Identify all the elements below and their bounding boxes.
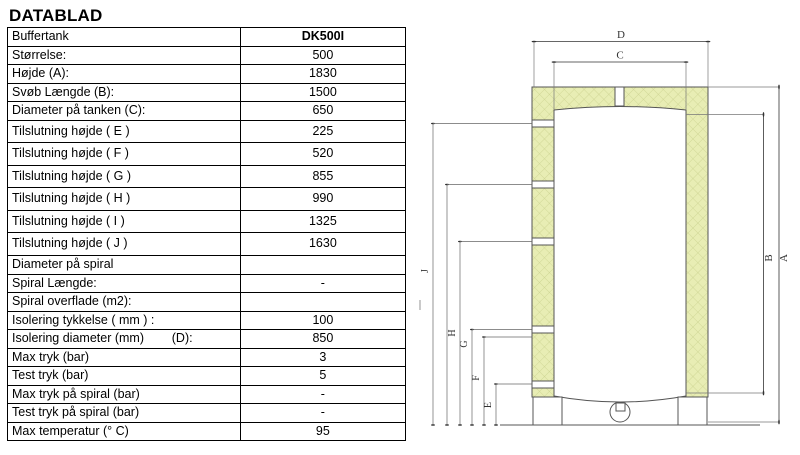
svg-text:D: D <box>617 29 625 41</box>
svg-text:F: F <box>471 375 482 381</box>
svg-text:G: G <box>459 340 470 347</box>
svg-text:E: E <box>483 402 494 408</box>
svg-text:B: B <box>763 254 775 261</box>
svg-text:J: J <box>420 269 431 273</box>
svg-text:H: H <box>447 329 458 336</box>
svg-text:A: A <box>778 254 790 262</box>
svg-text:C: C <box>616 50 623 62</box>
